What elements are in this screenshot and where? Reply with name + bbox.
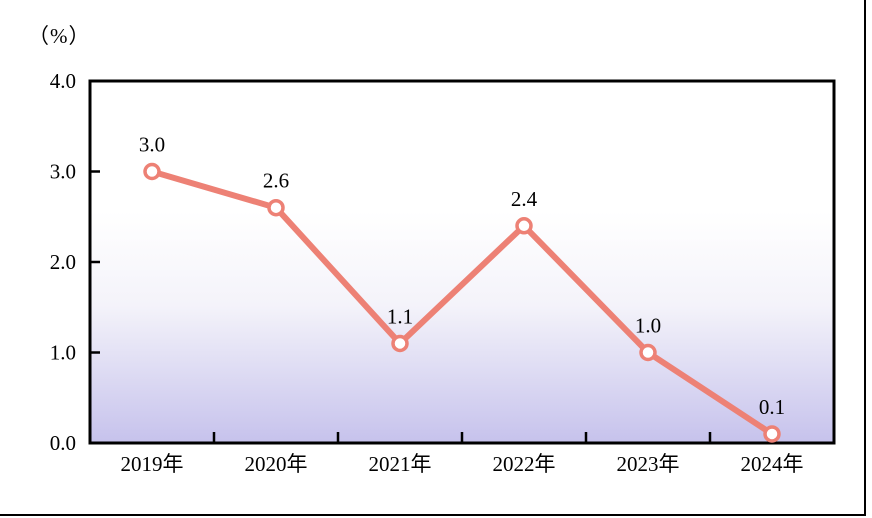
data-point-label: 1.1: [387, 304, 413, 328]
x-axis-label: 2023年: [617, 452, 680, 476]
x-axis-label: 2022年: [493, 452, 556, 476]
data-point-label: 0.1: [759, 395, 785, 419]
series-line: [151, 168, 774, 437]
data-series-layer: [151, 168, 774, 437]
axis-ticks-layer: [90, 170, 712, 443]
y-axis-tick-label: 4.0: [50, 69, 76, 93]
data-point-marker: [639, 343, 657, 362]
data-point-marker: [143, 162, 161, 181]
x-axis-label: 2019年: [121, 452, 184, 476]
y-axis-tick-label: 2.0: [50, 250, 76, 274]
figure-border-bottom: [0, 514, 866, 516]
figure-border-right: [864, 0, 866, 516]
data-point-label: 3.0: [139, 133, 165, 157]
data-point-marker: [267, 198, 285, 217]
x-axis-label: 2020年: [245, 452, 308, 476]
data-point-label: 1.0: [635, 314, 661, 338]
y-axis-tick-label: 0.0: [50, 431, 76, 455]
plot-area-background: [90, 81, 834, 443]
axis-and-data-labels-layer: 0.0 1.0 2.0 3.0 4.0 2019年 2020年 2021年 2022年 2023年…: [50, 69, 804, 476]
y-axis-tick-label: 1.0: [50, 341, 76, 365]
x-axis-label: 2021年: [369, 452, 432, 476]
data-point-marker: [763, 425, 781, 443]
data-point-marker: [515, 217, 533, 235]
data-markers-layer: [143, 162, 781, 443]
data-point-label: 2.4: [511, 187, 538, 211]
x-axis-label: 2024年: [741, 452, 804, 476]
data-point-marker: [391, 334, 409, 353]
data-point-label: 2.6: [263, 169, 289, 193]
y-axis-tick-label: 3.0: [50, 160, 76, 184]
y-axis-unit-label: （%）: [28, 24, 91, 48]
